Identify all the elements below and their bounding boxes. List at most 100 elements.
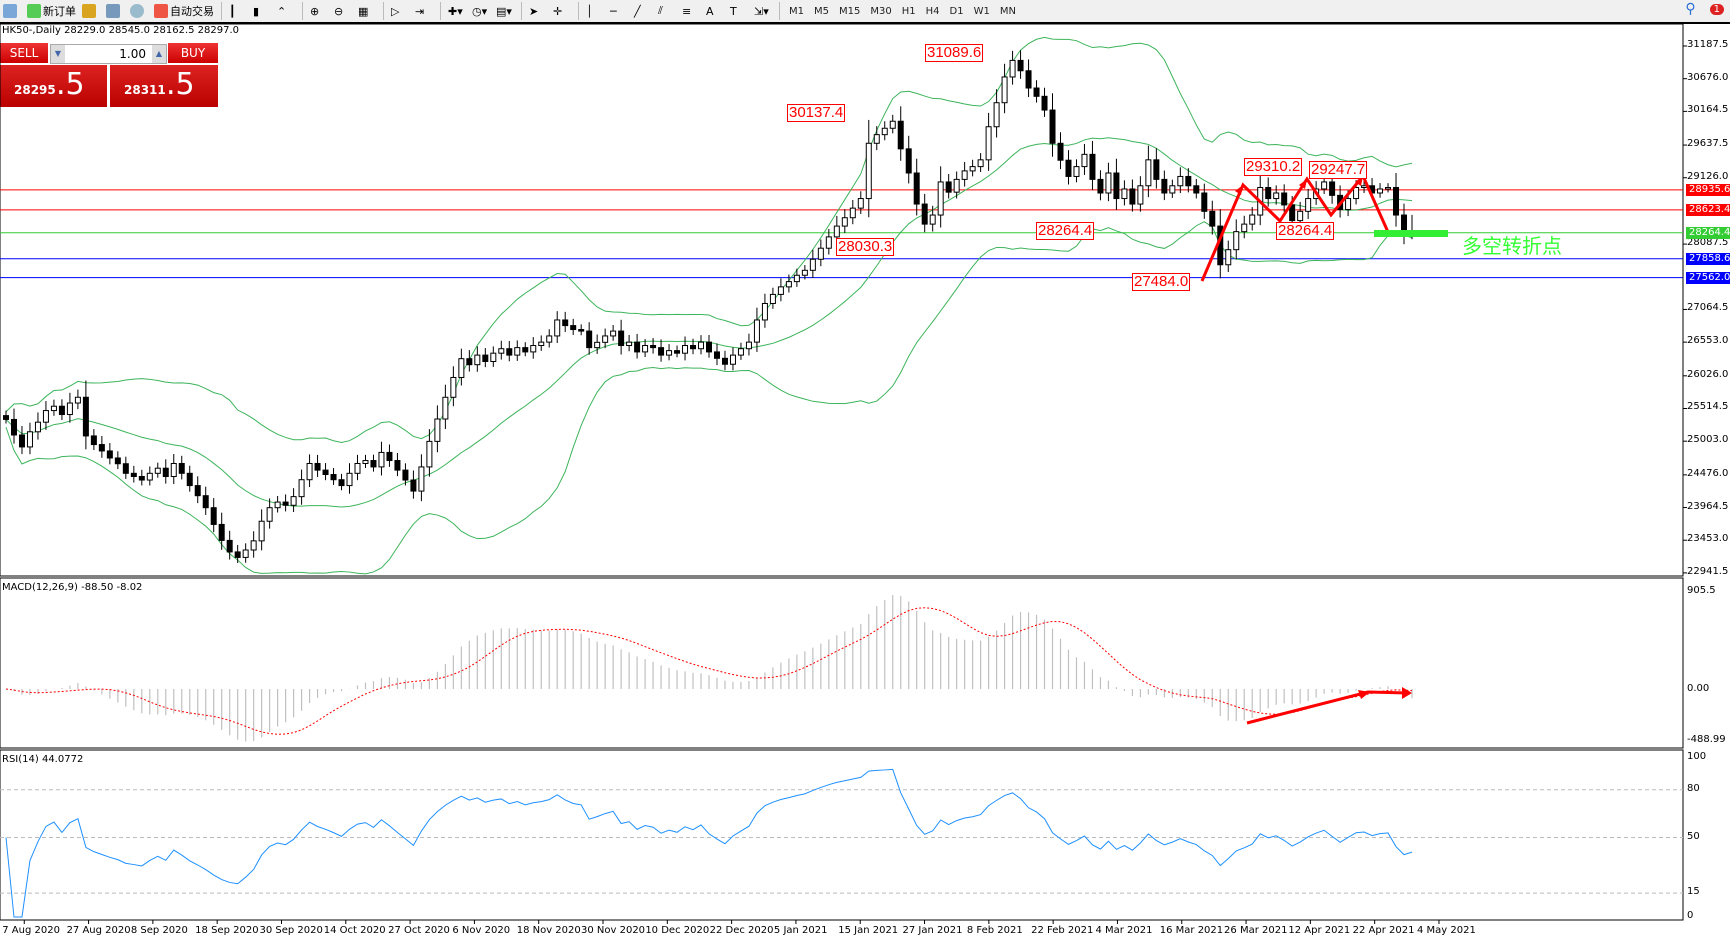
- indicators-button[interactable]: ✚▾: [448, 4, 463, 18]
- candle: [474, 354, 481, 366]
- candle: [442, 396, 449, 420]
- time-tick-label: 6 Nov 2020: [452, 925, 511, 936]
- price-level-label: 27562.0: [1686, 271, 1730, 284]
- search-icon[interactable]: ⚲: [1685, 1, 1696, 17]
- candle: [82, 396, 89, 437]
- lot-size-input[interactable]: ▼ 1.00 ▲: [50, 44, 167, 64]
- timeframe-m1[interactable]: M1: [789, 5, 804, 17]
- lot-increase-button[interactable]: ▲: [152, 45, 166, 63]
- macd-arrow: [1246, 690, 1411, 725]
- candle: [194, 485, 201, 497]
- templates-button[interactable]: ▤▾: [496, 4, 512, 18]
- text-button[interactable]: A: [706, 4, 714, 18]
- candle: [753, 319, 760, 343]
- horizontal-line-button[interactable]: ─: [610, 4, 617, 18]
- new-chart-button[interactable]: [3, 2, 21, 20]
- rsi-label: RSI(14) 44.0772: [2, 754, 84, 765]
- candle: [905, 148, 912, 174]
- candle: [18, 434, 25, 448]
- crosshair-button[interactable]: ✛: [553, 4, 563, 18]
- candle: [90, 435, 97, 446]
- notification-badge[interactable]: 1: [1709, 3, 1724, 15]
- candle: [274, 501, 281, 509]
- candle: [1321, 181, 1328, 190]
- timeframe-d1[interactable]: D1: [949, 5, 964, 17]
- rsi-line: [5, 768, 1413, 918]
- candle: [1305, 198, 1312, 212]
- candle: [418, 466, 425, 492]
- timeframe-w1[interactable]: W1: [973, 5, 990, 17]
- auto-trading-button[interactable]: 自动交易: [154, 2, 214, 20]
- candle: [777, 286, 784, 295]
- sell-price-button[interactable]: 28295 .5: [0, 65, 107, 107]
- candle: [1345, 198, 1352, 211]
- candle: [1065, 159, 1072, 177]
- line-chart-button[interactable]: ⌃: [277, 4, 287, 18]
- chart-shift-button[interactable]: ⇥: [415, 4, 425, 18]
- market-watch-button[interactable]: [82, 2, 100, 20]
- periods-button[interactable]: ◷▾: [472, 4, 488, 18]
- candle: [290, 496, 297, 506]
- fibonacci-button[interactable]: ≡: [682, 4, 692, 18]
- macd-tick-label: 905.5: [1687, 585, 1716, 597]
- candle: [530, 345, 537, 353]
- zoom-in-button[interactable]: ⊕: [310, 4, 320, 18]
- auto-scroll-button[interactable]: ▷: [391, 4, 400, 18]
- candle: [1001, 76, 1008, 104]
- tile-windows-button[interactable]: ▦: [358, 4, 369, 18]
- vertical-line-button[interactable]: │: [586, 4, 593, 18]
- channel-button[interactable]: ⫽: [658, 4, 663, 17]
- cursor-button[interactable]: ➤: [529, 4, 539, 18]
- zoom-out-button[interactable]: ⊖: [334, 4, 344, 18]
- timeframe-m30[interactable]: M30: [870, 5, 892, 17]
- candle: [642, 345, 649, 353]
- bar-chart-button[interactable]: ┃: [229, 4, 236, 18]
- candle: [146, 472, 153, 481]
- candle: [1225, 249, 1232, 266]
- candle: [3, 415, 9, 420]
- new-order-button[interactable]: 新订单: [27, 2, 76, 20]
- lot-decrease-button[interactable]: ▼: [51, 45, 65, 63]
- bollinger-lower: [5, 221, 1413, 575]
- candle: [450, 376, 457, 398]
- candle: [562, 319, 569, 327]
- timeframe-m15[interactable]: M15: [839, 5, 861, 17]
- candle-chart-button[interactable]: ▮: [253, 4, 260, 18]
- signals-button[interactable]: [130, 2, 148, 20]
- candle: [913, 172, 920, 205]
- candle: [98, 444, 105, 452]
- candle: [378, 451, 385, 468]
- turning-point-text: 多空转折点: [1462, 234, 1562, 258]
- price-tick-label: 30164.5: [1687, 104, 1729, 116]
- candle: [506, 348, 513, 356]
- candle: [1169, 185, 1176, 194]
- candle: [817, 247, 824, 260]
- price-annotation: 28030.3: [836, 238, 895, 256]
- buy-price-button[interactable]: 28311 .5: [110, 65, 218, 107]
- arrowhead: [1402, 687, 1412, 699]
- candle: [849, 207, 856, 219]
- timeframe-mn[interactable]: MN: [999, 5, 1016, 17]
- candle: [26, 431, 33, 448]
- rsi-panel-frame: [0, 749, 1684, 921]
- time-tick-label: 8 Feb 2021: [966, 925, 1023, 936]
- trendline-button[interactable]: ╱: [634, 4, 641, 18]
- candle: [1361, 185, 1368, 189]
- candle: [865, 142, 872, 200]
- navigator-button[interactable]: [106, 2, 124, 20]
- time-tick-label: 8 Sep 2020: [130, 925, 188, 936]
- arrows-button[interactable]: ⇲▾: [754, 4, 769, 18]
- sell-button[interactable]: SELL: [0, 43, 48, 63]
- label-button[interactable]: T: [730, 4, 737, 18]
- timeframe-m5[interactable]: M5: [814, 5, 829, 17]
- candle: [929, 214, 936, 225]
- candle: [650, 345, 657, 349]
- candle: [674, 350, 681, 354]
- arrowhead: [1299, 179, 1307, 189]
- buy-button-label[interactable]: BUY: [168, 43, 218, 63]
- candle: [66, 402, 73, 416]
- timeframe-h1[interactable]: H1: [901, 5, 916, 17]
- timeframe-h4[interactable]: H4: [925, 5, 940, 17]
- buy-price: 28311: [124, 83, 166, 97]
